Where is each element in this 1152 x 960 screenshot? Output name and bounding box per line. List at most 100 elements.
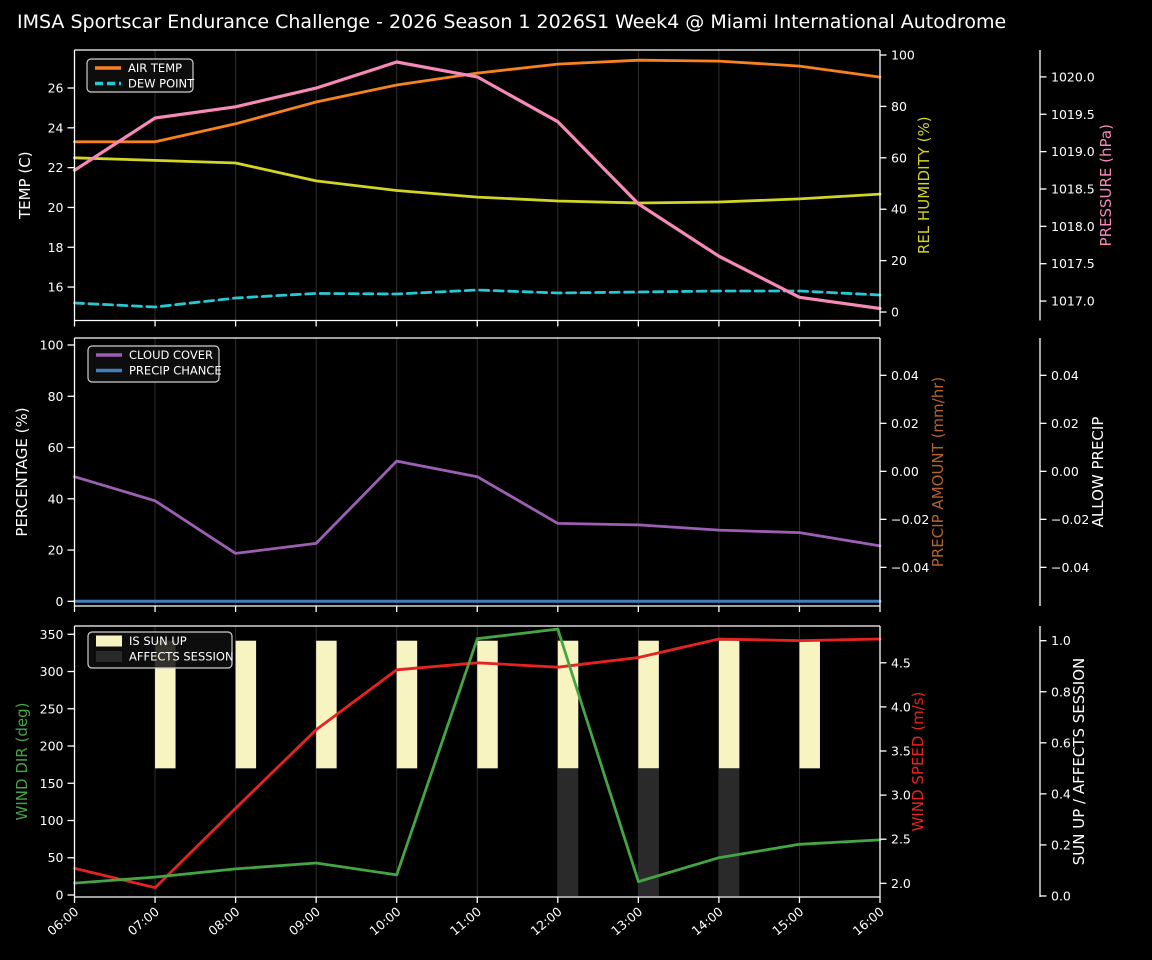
- y-tick-label: 100: [891, 48, 915, 63]
- is-sun-up-bar: [718, 640, 740, 769]
- pressure-line: [72, 60, 882, 311]
- legend-label: CLOUD COVER: [129, 348, 213, 362]
- affects-session-bar: [638, 768, 659, 896]
- y-tick-label: 0.00: [891, 464, 919, 479]
- is-sun-up-bar: [396, 640, 418, 769]
- y-tick-label: 100: [40, 337, 64, 352]
- y-tick-label: 50: [48, 850, 64, 865]
- y-tick-label: 3.5: [891, 744, 911, 759]
- y-tick-label: 4.0: [891, 699, 911, 714]
- affects-session-bar: [718, 768, 740, 896]
- y-tick-label: 1020.0: [1051, 69, 1095, 84]
- y-tick-label: 3.0: [891, 788, 911, 803]
- y-tick-label: −0.04: [891, 560, 929, 575]
- x-tick-label: 12:00: [527, 904, 564, 939]
- y-tick-label: 0.02: [891, 416, 919, 431]
- is-sun-up-bar: [638, 640, 659, 769]
- y-tick-label: 0.2: [1051, 837, 1071, 852]
- y-tick-label: 0.00: [1051, 464, 1079, 479]
- x-tick-label: 15:00: [769, 904, 806, 939]
- y-tick-label: −0.02: [891, 512, 929, 527]
- legend-label: AFFECTS SESSION: [129, 650, 234, 664]
- y-tick-label: 0.02: [1051, 416, 1079, 431]
- y-tick-label: 24: [48, 120, 64, 135]
- x-tick-label: 11:00: [447, 904, 484, 939]
- air-temp-line: [73, 58, 882, 144]
- y-tick-label: 100: [40, 813, 64, 828]
- axis-label: SUN UP / AFFECTS SESSION: [1070, 658, 1088, 866]
- y-tick-label: 16: [48, 280, 64, 295]
- y-tick-label: 1018.0: [1051, 219, 1095, 234]
- legend-box: [87, 631, 233, 669]
- y-tick-label: 1019.0: [1051, 144, 1095, 159]
- y-tick-label: 80: [48, 389, 64, 404]
- axis-label: PRECIP AMOUNT (mm/hr): [929, 377, 947, 567]
- y-tick-label: −0.04: [1051, 560, 1089, 575]
- y-tick-label: 300: [40, 664, 64, 679]
- x-tick-label: 06:00: [44, 904, 81, 939]
- y-tick-label: 2.5: [891, 832, 911, 847]
- axis-label: WIND DIR (deg): [13, 703, 31, 821]
- y-tick-label: 26: [48, 81, 64, 96]
- y-tick-label: 250: [40, 701, 64, 716]
- y-tick-label: 40: [48, 491, 64, 506]
- y-tick-label: 20: [48, 200, 64, 215]
- legend-label: IS SUN UP: [129, 634, 187, 648]
- y-tick-label: −0.02: [1051, 512, 1089, 527]
- is-sun-up-bar: [477, 640, 498, 769]
- y-tick-label: 0: [56, 594, 64, 609]
- y-tick-label: 1017.0: [1051, 294, 1095, 309]
- is-sun-up-bar: [235, 640, 257, 769]
- is-sun-up-bar: [155, 640, 176, 769]
- axis-label: ALLOW PRECIP: [1089, 417, 1107, 528]
- is-sun-up-bar: [316, 640, 337, 769]
- y-tick-label: 22: [48, 160, 64, 175]
- y-tick-label: 0.04: [1051, 368, 1079, 383]
- chart-wind-sun-session: 06:00 07:00 08:00 09:00 10:00 11:00 12:00 13:00…: [13, 625, 1088, 939]
- y-tick-label: 150: [40, 776, 64, 791]
- y-tick-label: 2.0: [891, 876, 911, 891]
- x-tick-label: 14:00: [689, 904, 726, 939]
- x-tick-label: 16:00: [850, 904, 887, 939]
- is-sun-up-bar: [557, 640, 579, 769]
- legend-label: DEW POINT: [128, 77, 195, 91]
- chart-temperature-humidity-pressure: 16 18 20 22 24 26 0 20 40 60 80 100 1017.0 1017.5 1018…: [16, 48, 1115, 327]
- dew-point-line: [73, 288, 882, 309]
- wind-dir-line: [73, 627, 882, 885]
- legend-swatch: [96, 635, 122, 647]
- y-tick-label: 60: [48, 440, 64, 455]
- y-tick-label: 0.0: [1051, 888, 1071, 903]
- wind-speed-line: [73, 637, 882, 890]
- y-tick-label: 20: [48, 543, 64, 558]
- axis-label: TEMP (C): [16, 151, 34, 220]
- y-tick-label: 0.8: [1051, 684, 1071, 699]
- x-tick-label: 09:00: [286, 904, 323, 939]
- y-tick-label: 1018.5: [1051, 181, 1095, 196]
- legend-swatch: [96, 651, 122, 662]
- y-tick-label: 20: [891, 253, 907, 268]
- y-tick-label: 60: [891, 150, 907, 165]
- x-tick-label: 10:00: [366, 904, 403, 939]
- is-sun-up-bar: [799, 640, 820, 769]
- legend-label: AIR TEMP: [128, 61, 182, 75]
- y-tick-label: 200: [40, 739, 64, 754]
- rel-humidity-line: [73, 156, 882, 205]
- axis-label: WIND SPEED (m/s): [909, 692, 927, 832]
- x-tick-label: 08:00: [205, 904, 242, 939]
- y-tick-label: 1.0: [1051, 633, 1071, 648]
- y-tick-label: 4.5: [891, 655, 911, 670]
- x-tick-label: 07:00: [125, 904, 162, 939]
- axis-label: PRESSURE (hPa): [1097, 124, 1115, 246]
- y-tick-label: 0.4: [1051, 786, 1071, 801]
- affects-session-bar: [557, 768, 579, 896]
- chart-cloud-precipitation: 0 20 40 60 80 100 0.04 0.02 0.00 −0.02 −0.04 0.04 0.…: [13, 337, 1107, 612]
- y-tick-label: 1019.5: [1051, 107, 1095, 122]
- y-tick-label: 0.04: [891, 368, 919, 383]
- y-tick-label: 350: [40, 627, 64, 642]
- y-tick-label: 1017.5: [1051, 256, 1095, 271]
- y-tick-label: 40: [891, 202, 907, 217]
- y-tick-label: 0: [56, 887, 64, 902]
- page-title: IMSA Sportscar Endurance Challenge - 202…: [17, 11, 1007, 33]
